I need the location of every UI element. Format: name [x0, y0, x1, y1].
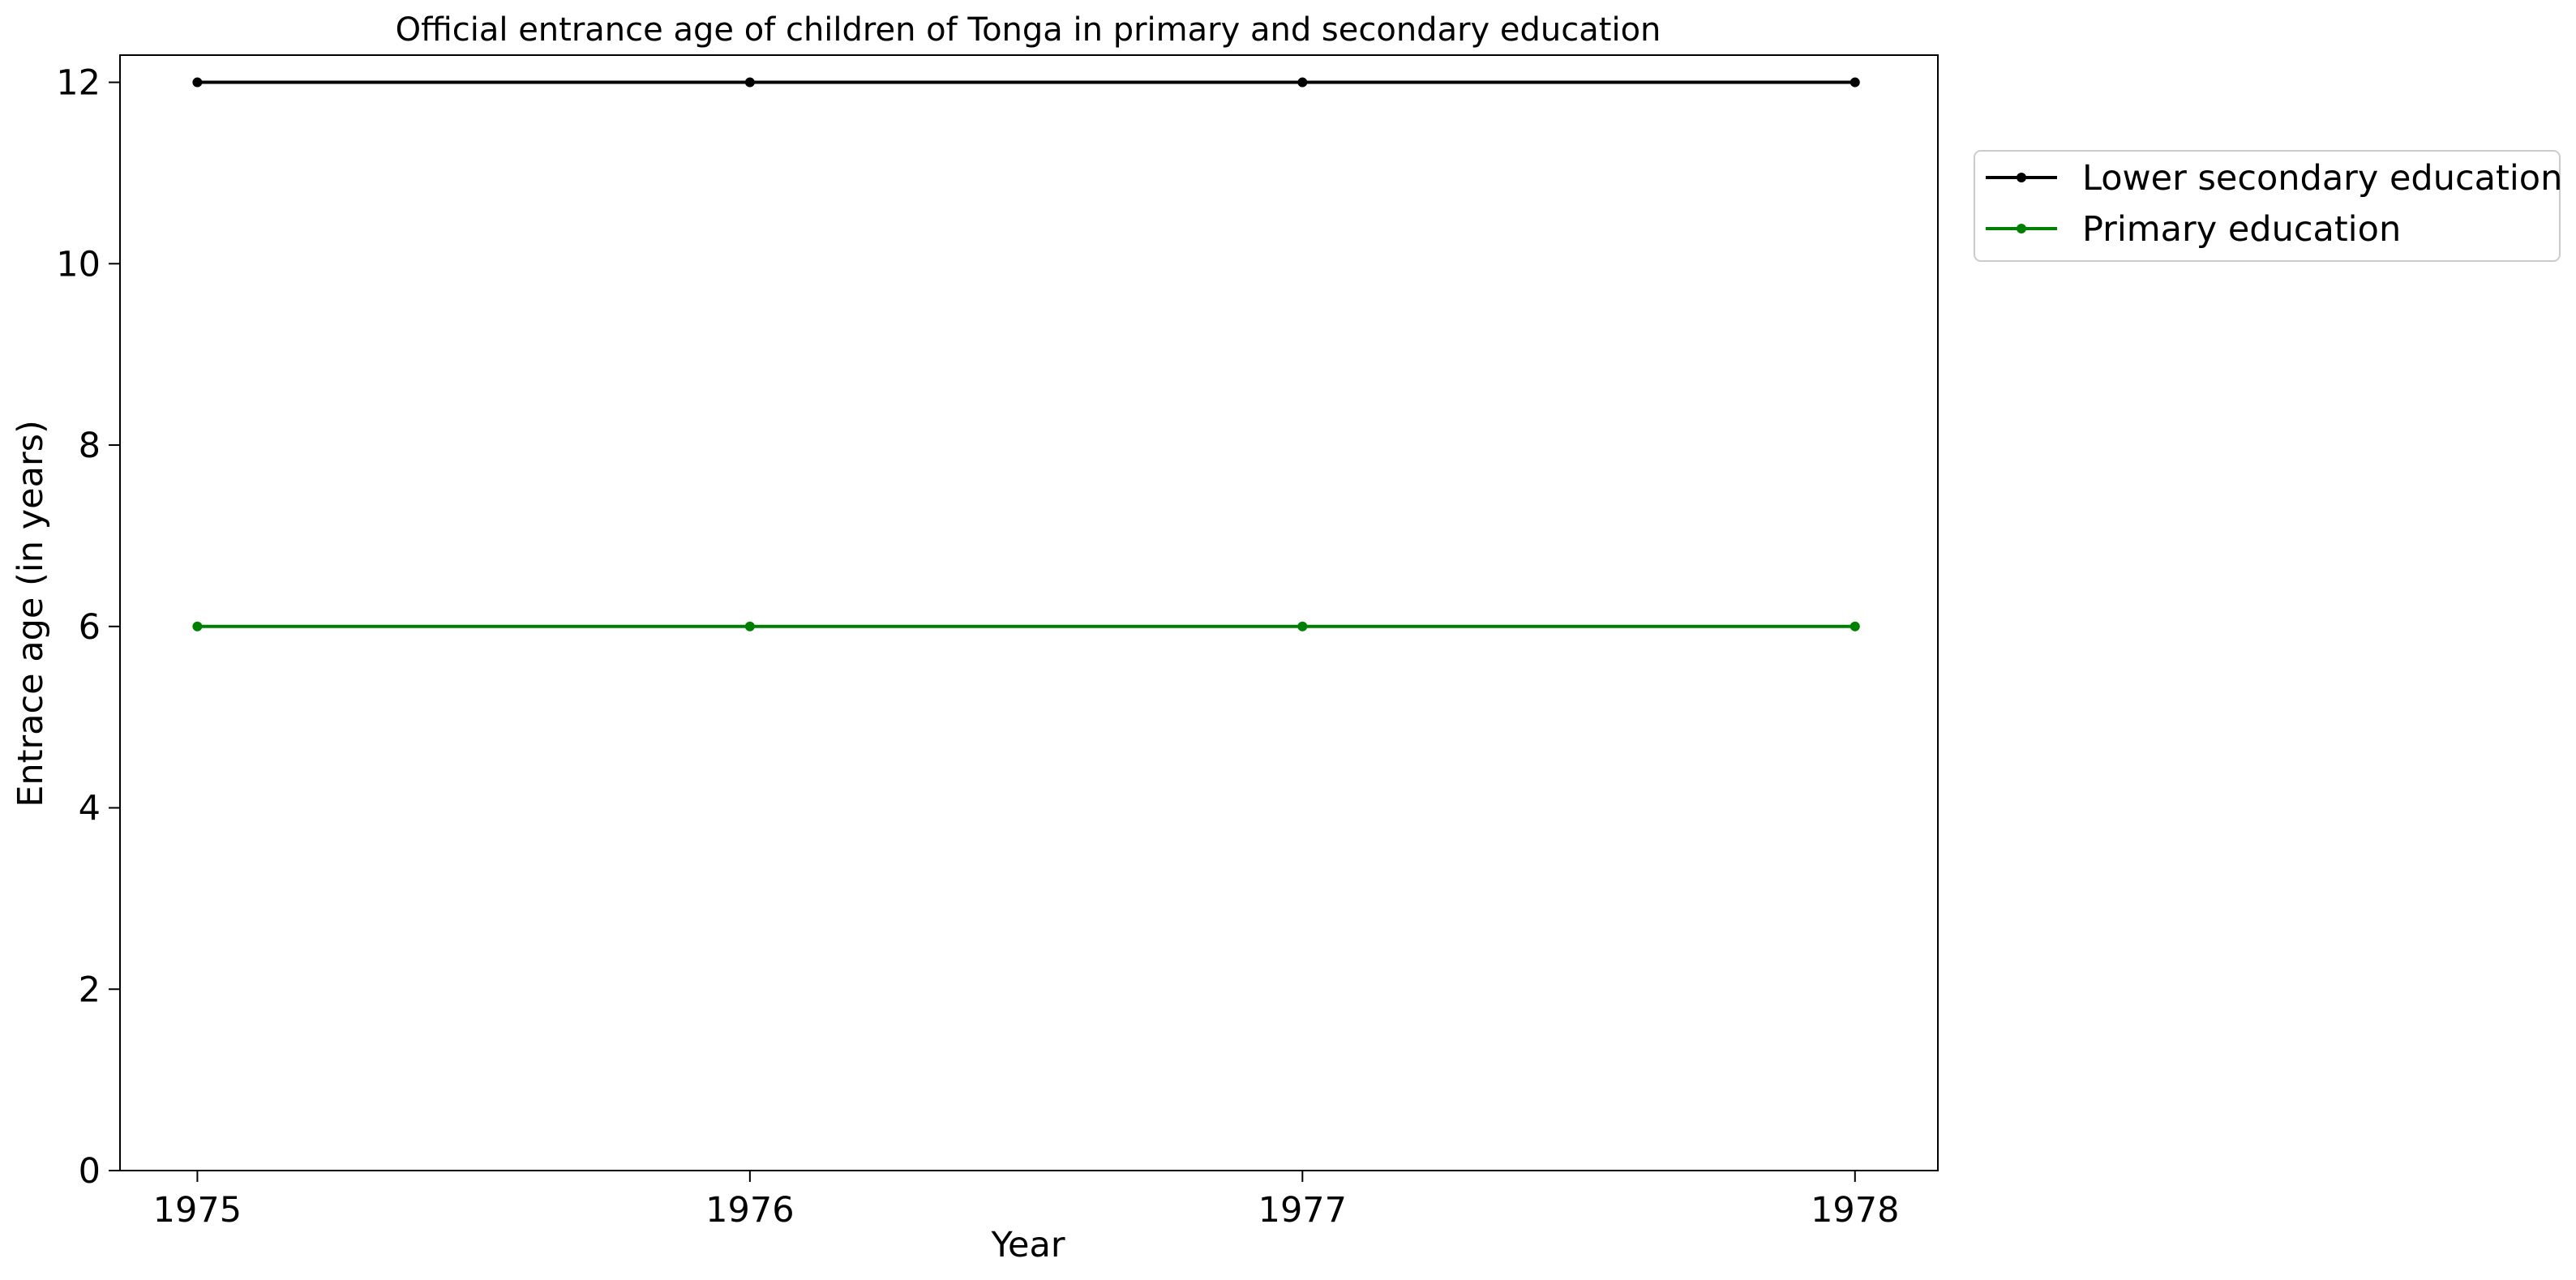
y-tick-label: 8 [79, 426, 101, 466]
x-tick-label: 1977 [1258, 1190, 1347, 1231]
x-tick-label: 1975 [153, 1190, 242, 1231]
x-tick-label: 1976 [705, 1190, 794, 1231]
data-point [192, 77, 203, 88]
data-point [744, 621, 755, 631]
legend-box [1974, 150, 2561, 262]
y-tick-label: 0 [79, 1151, 101, 1192]
data-point [744, 77, 755, 88]
plot-area [119, 54, 1939, 1171]
data-point [192, 621, 203, 631]
legend-swatch-marker [2017, 173, 2026, 182]
data-point [1849, 77, 1860, 88]
y-axis-ticks: 0 2 4 6 8 10 12 [56, 63, 120, 1192]
chart-title: Official entrance age of children of Ton… [396, 11, 1661, 49]
data-point [1849, 621, 1860, 631]
legend-label: Primary education [2082, 209, 2401, 250]
y-tick-label: 12 [56, 63, 101, 104]
y-tick-label: 4 [79, 789, 101, 829]
legend-label: Lower secondary education [2082, 158, 2562, 199]
data-point [1297, 621, 1308, 631]
x-axis-ticks: 1975 1976 1977 1978 [153, 1171, 1900, 1231]
legend-swatch-marker [2017, 224, 2026, 233]
y-axis-label: Entrace age (in years) [11, 420, 51, 807]
x-axis-label: Year [990, 1225, 1065, 1265]
x-tick-label: 1978 [1811, 1190, 1899, 1231]
series-group [192, 77, 1860, 631]
y-tick-label: 10 [56, 244, 101, 285]
data-point [1297, 77, 1308, 88]
y-tick-label: 2 [79, 970, 101, 1010]
legend: Lower secondary education Primary educati… [1974, 150, 2562, 262]
y-tick-label: 6 [79, 607, 101, 648]
